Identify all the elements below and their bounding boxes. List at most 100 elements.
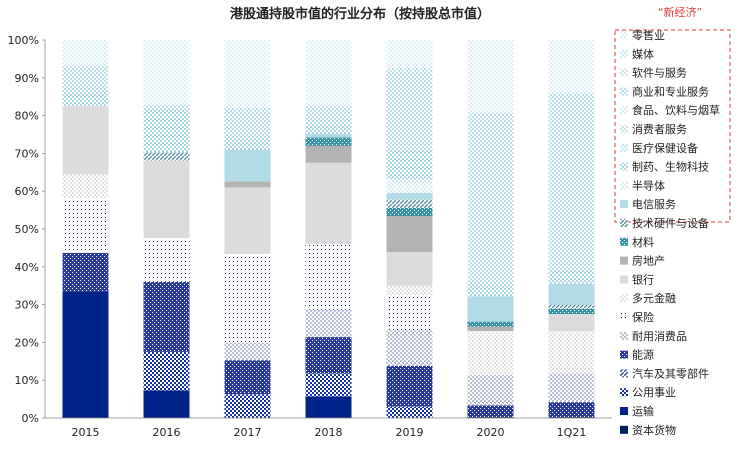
bar-segment — [305, 309, 352, 338]
x-axis: 2015 2016 2017 2018 2019 2020 1Q21 — [45, 417, 612, 439]
bar-stack-2017 — [224, 40, 271, 418]
bar-segment — [143, 351, 190, 391]
bar-segment — [548, 314, 595, 332]
bar-segment — [224, 253, 271, 343]
bar-segment — [143, 105, 190, 109]
legend-label: 房地产 — [632, 254, 665, 268]
bar-segment — [386, 179, 433, 194]
legend-swatch — [620, 237, 628, 246]
bar-segment — [386, 295, 433, 331]
bar-segment — [467, 326, 514, 332]
legend-label: 多元金融 — [632, 291, 676, 305]
legend-label: 银行 — [632, 272, 654, 286]
bar-segment — [548, 373, 595, 403]
bar-segment — [143, 281, 190, 352]
legend-label: 商业和专业服务 — [632, 84, 709, 98]
legend-label: 软件与服务 — [632, 66, 687, 80]
bar-segment — [548, 308, 595, 315]
bar-stack-2019 — [386, 40, 433, 418]
bar-segment — [62, 106, 109, 175]
legend-swatch — [620, 256, 628, 265]
legend-label: 技术硬件与设备 — [632, 216, 709, 230]
legend-item: 保险 — [620, 310, 654, 324]
bar-stack-2016 — [143, 40, 190, 418]
bar-segment — [548, 402, 595, 418]
legend-swatch — [620, 388, 628, 397]
y-tick-label: 100% — [8, 34, 39, 47]
y-tick-label: 10% — [15, 374, 39, 387]
bar-segment — [386, 68, 433, 149]
bar-segment — [386, 365, 433, 407]
bar-segment — [548, 93, 595, 269]
legend-item: 技术硬件与设备 — [620, 216, 709, 230]
legend-swatch — [620, 275, 628, 284]
legend-swatch — [620, 331, 628, 340]
legend-swatch — [620, 200, 628, 209]
legend-swatch — [620, 31, 628, 39]
legend-item: 软件与服务 — [620, 66, 687, 80]
bar-segment — [386, 199, 433, 208]
bar-segment — [224, 187, 271, 254]
y-axis: 0% 10% 20% 30% 40% 50% 60% 70% 80% 90% 100% — [8, 34, 46, 425]
legend-item: 媒体 — [620, 47, 654, 61]
legend-item: 房地产 — [620, 254, 665, 268]
legend-swatch — [620, 425, 628, 434]
legend-item: 半导体 — [620, 178, 665, 192]
bar-segment — [467, 321, 514, 327]
legend-item: 电信服务 — [620, 198, 676, 211]
legend-item: 汽车及其零部件 — [620, 366, 709, 380]
legend-swatch — [620, 369, 628, 378]
bar-segment — [305, 396, 352, 418]
bar-segment — [467, 113, 514, 282]
bar-segment — [143, 40, 190, 106]
y-tick-label: 60% — [15, 185, 39, 198]
legend-item: 运输 — [620, 404, 654, 418]
bar-segment — [143, 108, 190, 153]
bar-segment — [224, 181, 271, 188]
legend-swatch — [620, 68, 628, 77]
x-tick-label: 1Q21 — [557, 426, 587, 439]
bar-segment — [386, 216, 433, 253]
bar-segment — [305, 162, 352, 245]
bar-segment — [62, 291, 109, 418]
y-tick-label: 0% — [22, 412, 39, 425]
legend-item: 医疗保健设备 — [620, 141, 698, 155]
legend-label: 消费者服务 — [632, 122, 687, 136]
legend-label: 公用事业 — [632, 386, 676, 399]
legend-item: 耐用消费品 — [620, 329, 687, 343]
bar-segment — [143, 390, 190, 418]
x-tick-label: 2017 — [234, 426, 262, 439]
legend-label: 制药、生物科技 — [632, 160, 709, 174]
legend-item: 零售业 — [620, 28, 665, 42]
bar-segment — [224, 342, 271, 361]
legend-item: 制药、生物科技 — [620, 160, 709, 174]
bar-stack-2015 — [62, 40, 109, 418]
bar-segment — [386, 148, 433, 180]
bar-segment — [467, 296, 514, 322]
legend-item: 消费者服务 — [620, 122, 687, 136]
bar-segment — [62, 198, 109, 253]
bar-segment — [305, 337, 352, 374]
bar-segment — [548, 304, 595, 309]
legend-label: 耐用消费品 — [632, 329, 687, 343]
x-tick-label: 2018 — [315, 426, 343, 439]
legend-label: 医疗保健设备 — [632, 141, 698, 155]
x-tick-label: 2015 — [72, 426, 100, 439]
legend-label: 食品、饮料与烟草 — [632, 103, 720, 117]
bar-segment — [224, 136, 271, 150]
bar-segment — [386, 252, 433, 286]
y-tick-label: 20% — [15, 336, 39, 349]
legend-swatch — [620, 350, 628, 359]
bar-segment — [143, 152, 190, 161]
legend-swatch — [620, 407, 628, 415]
bar-segment — [386, 193, 433, 200]
legend-swatch — [620, 49, 628, 58]
bar-segment — [467, 331, 514, 375]
legend-item: 公用事业 — [620, 386, 676, 399]
legend-item: 食品、饮料与烟草 — [620, 103, 720, 117]
legend-swatch — [620, 313, 628, 321]
bar-stack-1Q21 — [548, 40, 595, 418]
bar-segment — [467, 281, 514, 297]
legend-label: 资本货物 — [632, 423, 676, 437]
